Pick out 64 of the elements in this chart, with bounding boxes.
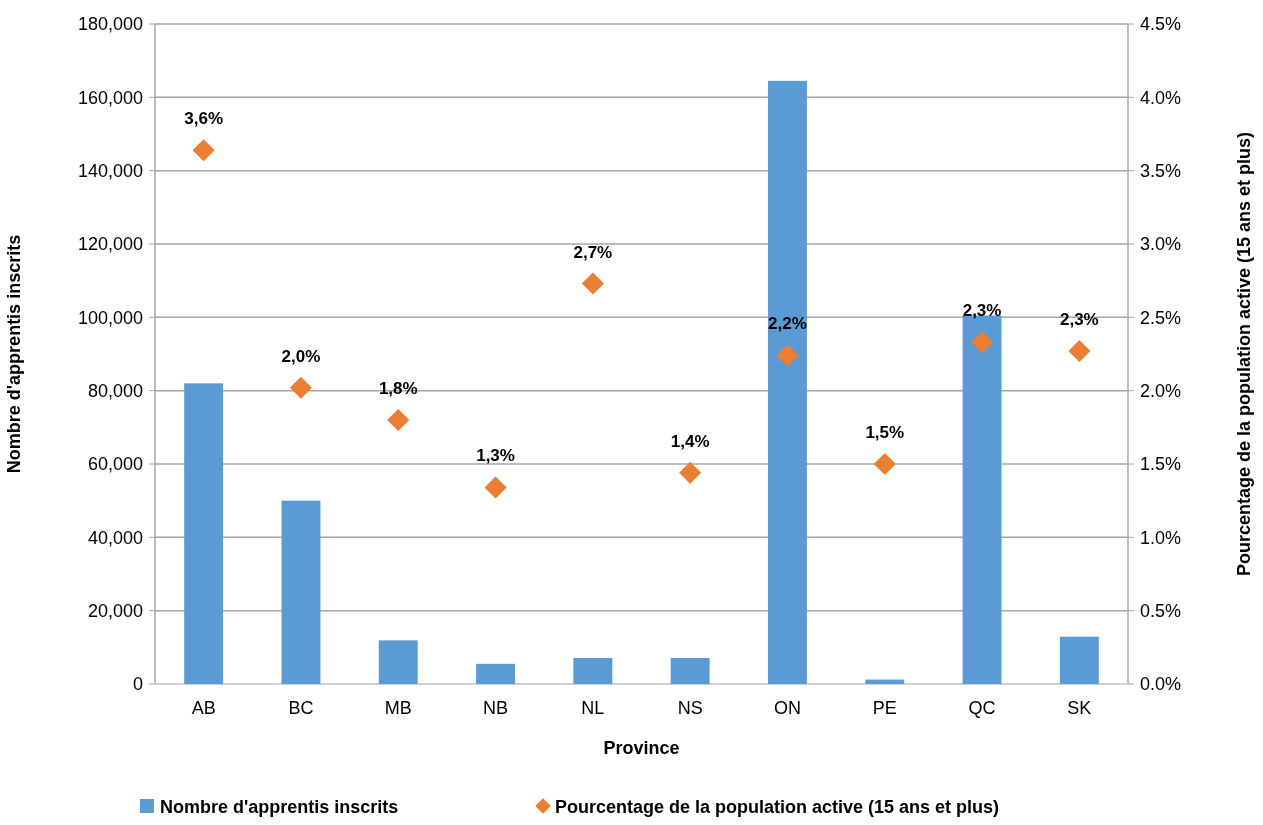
data-label: 2,7% bbox=[573, 242, 613, 262]
point bbox=[192, 139, 215, 162]
x-tick-label: QC bbox=[968, 698, 996, 718]
x-tick-label: BC bbox=[288, 698, 314, 718]
x-tick-label: ON bbox=[773, 698, 801, 718]
point bbox=[679, 461, 702, 484]
y-tick-label: 160,000 bbox=[77, 87, 143, 108]
y-tick-label: 80,000 bbox=[87, 380, 143, 401]
y2-tick-label: 0.0% bbox=[1140, 674, 1182, 695]
y-tick-label: 120,000 bbox=[77, 234, 143, 255]
bar bbox=[865, 679, 905, 684]
y-tick-label: 140,000 bbox=[77, 160, 143, 181]
point bbox=[581, 272, 604, 295]
point bbox=[387, 409, 410, 431]
x-tick-label: PE bbox=[872, 698, 897, 718]
y2-tick-label: 2.0% bbox=[1140, 380, 1182, 401]
point bbox=[484, 476, 507, 499]
y2-tick-label: 1.5% bbox=[1140, 454, 1182, 475]
bar bbox=[670, 657, 710, 684]
y-tick-label: 40,000 bbox=[87, 527, 143, 548]
y-tick-label: 60,000 bbox=[87, 454, 143, 475]
x-tick-label: MB bbox=[384, 698, 412, 718]
data-label: 2,2% bbox=[768, 314, 807, 334]
x-tick-label: AB bbox=[191, 698, 216, 718]
point bbox=[873, 453, 896, 475]
y2-axis-title: Pourcentage de la population active (15 ans et plus) bbox=[1234, 131, 1254, 577]
bar bbox=[281, 500, 321, 684]
y-tick-label: 100,000 bbox=[77, 307, 143, 328]
bar bbox=[1059, 636, 1099, 684]
data-label: 2,3% bbox=[962, 301, 1002, 321]
legend-label: Pourcentage de la population active (15 ans et plus) bbox=[555, 797, 1000, 817]
bar bbox=[476, 663, 516, 684]
y2-tick-label: 3.0% bbox=[1140, 234, 1182, 255]
bar bbox=[184, 383, 224, 684]
bar bbox=[767, 80, 807, 684]
y2-tick-label: 2.5% bbox=[1140, 307, 1182, 328]
y-axis-title: Nombre d'apprentis inscrits bbox=[4, 234, 24, 474]
bar bbox=[573, 657, 613, 684]
data-label: 1,3% bbox=[476, 446, 515, 466]
data-label: 1,4% bbox=[670, 431, 710, 451]
y2-tick-label: 1.0% bbox=[1140, 527, 1182, 548]
legend-label: Nombre d'apprentis inscrits bbox=[160, 797, 399, 817]
x-tick-label: NL bbox=[581, 698, 605, 718]
x-axis-title: Province bbox=[603, 738, 680, 758]
point bbox=[289, 376, 312, 399]
data-label: 1,8% bbox=[378, 379, 418, 398]
data-label: 2,0% bbox=[281, 346, 321, 366]
y2-tick-label: 4.0% bbox=[1140, 87, 1182, 108]
x-tick-label: SK bbox=[1067, 698, 1092, 718]
point bbox=[971, 331, 994, 354]
bar bbox=[378, 640, 418, 684]
y-tick-label: 20,000 bbox=[87, 600, 143, 621]
y2-tick-label: 0.5% bbox=[1140, 600, 1182, 621]
x-tick-label: NB bbox=[483, 698, 509, 718]
y2-tick-label: 4.5% bbox=[1140, 14, 1182, 35]
y2-tick-label: 3.5% bbox=[1140, 160, 1182, 181]
point bbox=[1068, 340, 1091, 363]
x-tick-label: NS bbox=[677, 698, 703, 718]
y-tick-label: 0 bbox=[132, 674, 143, 695]
point bbox=[776, 344, 799, 367]
data-label: 3,6% bbox=[184, 109, 224, 129]
data-label: 2,3% bbox=[1059, 310, 1099, 330]
data-label: 1,5% bbox=[865, 423, 905, 442]
y-tick-label: 180,000 bbox=[77, 14, 143, 35]
